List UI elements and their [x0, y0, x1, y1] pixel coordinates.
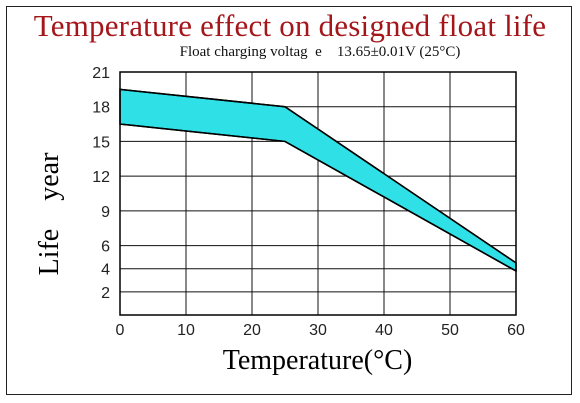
- y-tick-label: 4: [101, 262, 110, 279]
- y-tick-label: 6: [101, 239, 110, 256]
- x-tick-label: 40: [375, 322, 393, 339]
- x-tick-label: 20: [243, 322, 261, 339]
- chart-frame: [6, 6, 572, 395]
- x-tick-label: 0: [116, 322, 125, 339]
- band-lower-line: [119, 123, 517, 272]
- y-tick-label: 15: [92, 134, 110, 151]
- x-tick-label: 60: [507, 322, 525, 339]
- plot-border: [119, 71, 517, 316]
- y-tick-label: 9: [101, 204, 110, 221]
- x-axis-label: Temperature(°C): [222, 345, 413, 376]
- y-tick-label: 18: [92, 100, 110, 117]
- x-tick-label: 30: [309, 322, 327, 339]
- chart-title: Temperature effect on designed float lif…: [33, 8, 547, 43]
- chart-subtitle: Float charging voltag e 13.65±0.01V (25°…: [179, 44, 461, 60]
- band-upper-line: [119, 88, 517, 264]
- y-tick-label: 21: [92, 65, 110, 82]
- x-tick-label: 50: [441, 322, 459, 339]
- x-tick-label: 10: [177, 322, 195, 339]
- y-tick-label: 12: [92, 169, 110, 186]
- y-tick-label: 2: [101, 285, 110, 302]
